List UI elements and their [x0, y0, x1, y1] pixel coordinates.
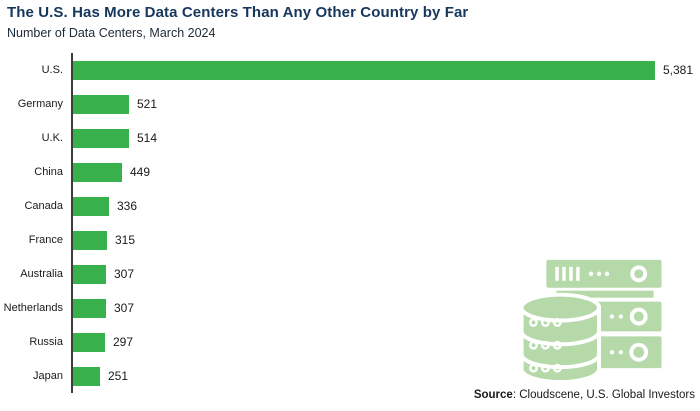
bar-row: Japan 251	[0, 359, 700, 393]
data-center-icon	[517, 250, 685, 388]
source-text: : Cloudscene, U.S. Global Investors	[512, 389, 695, 401]
bar	[73, 60, 655, 80]
bar-chart: U.S. 5,381 Germany 521 U.K. 514 China 449 Canada…	[0, 53, 700, 393]
category-label: U.K.	[41, 132, 63, 144]
source-label: Source	[473, 389, 513, 401]
database-cylinder	[519, 292, 601, 385]
chart-title: The U.S. Has More Data Centers Than Any …	[7, 4, 469, 21]
value-label: 297	[113, 335, 134, 349]
value-label: 251	[108, 369, 129, 383]
bar-rows: U.S. 5,381 Germany 521 U.K. 514 China 449 Canada…	[0, 53, 700, 393]
value-label: 5,381	[663, 63, 694, 77]
bar-track: 449	[73, 155, 700, 189]
category-label: Germany	[17, 98, 63, 110]
source-note: Source: Cloudscene, U.S. Global Investor…	[474, 389, 695, 401]
bar-row: Russia 297	[0, 325, 700, 359]
server-shelf	[556, 290, 654, 298]
value-label: 521	[137, 97, 158, 111]
value-label: 315	[115, 233, 136, 247]
bar-track: 307	[73, 257, 700, 291]
bar	[73, 162, 122, 182]
server-unit-top	[546, 259, 662, 288]
bar-track: 521	[73, 87, 700, 121]
chart-subtitle: Number of Data Centers, March 2024	[7, 26, 216, 40]
category-label: Russia	[29, 336, 63, 348]
bar	[73, 196, 109, 216]
bar-track: 297	[73, 325, 700, 359]
bar	[73, 128, 129, 148]
bar-track: 251	[73, 359, 700, 393]
bar-track: 336	[73, 189, 700, 223]
bar	[73, 332, 105, 352]
category-label: U.S.	[41, 64, 63, 76]
value-label: 307	[114, 301, 135, 315]
bar-row: Australia 307	[0, 257, 700, 291]
value-label: 449	[130, 165, 151, 179]
bar-row: U.K. 514	[0, 121, 700, 155]
bar	[73, 230, 107, 250]
bar-row: U.S. 5,381	[0, 53, 700, 87]
value-label: 307	[114, 267, 135, 281]
bar-track: 5,381	[73, 53, 700, 87]
bar	[73, 264, 106, 284]
bar	[73, 94, 129, 114]
bar-row: Germany 521	[0, 87, 700, 121]
category-label: China	[34, 166, 63, 178]
bar	[73, 298, 106, 318]
bar-track: 514	[73, 121, 700, 155]
value-label: 514	[137, 131, 158, 145]
category-label: Netherlands	[3, 302, 63, 314]
bar-row: France 315	[0, 223, 700, 257]
category-label: Australia	[20, 268, 63, 280]
y-axis-line	[71, 53, 73, 393]
bar-track: 315	[73, 223, 700, 257]
bar-track: 307	[73, 291, 700, 325]
bar-row: China 449	[0, 155, 700, 189]
category-label: Canada	[24, 200, 63, 212]
category-label: France	[28, 234, 63, 246]
bar-row: Netherlands 307	[0, 291, 700, 325]
value-label: 336	[117, 199, 138, 213]
bar-row: Canada 336	[0, 189, 700, 223]
bar	[73, 366, 100, 386]
category-label: Japan	[33, 370, 63, 382]
